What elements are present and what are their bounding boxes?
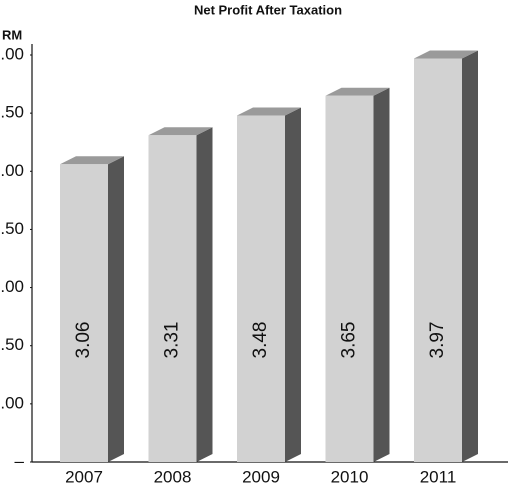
y-tick-label: 2.00 [0,277,24,296]
bar [60,164,108,462]
bar-top [414,50,478,59]
value-label: 3.31 [162,322,183,359]
y-tick-label: 2.50 [0,219,24,238]
x-tick-label: 2010 [331,467,369,486]
bar-side [196,127,213,462]
bar-top [148,127,213,136]
x-tick-label: 2009 [242,467,280,486]
y-tick-label: 1.50 [0,335,24,354]
bar-side [462,50,478,462]
bar [414,58,462,462]
value-label: 3.48 [250,322,271,359]
value-label: 3.97 [427,322,448,359]
value-label: 3.65 [339,322,360,359]
y-tick-label: 3.50 [0,103,24,122]
bar [148,135,197,463]
bar [237,115,285,463]
y-tick-label: 1.00 [0,393,24,412]
y-tick-label: – [15,451,25,470]
bar-top [60,156,124,165]
bar-top [237,107,301,116]
bar [325,95,374,462]
x-tick-label: 2007 [65,467,103,486]
y-tick-label: 4.00 [0,44,24,63]
bar-top [325,87,390,96]
y-axis-label: RM [2,27,22,42]
chart-title: Net Profit After Taxation [194,2,342,17]
x-tick-label: 2008 [154,467,192,486]
y-tick-label: 3.00 [0,161,24,180]
bar-side [285,107,301,463]
bar-side [373,87,390,462]
bar-side [108,156,124,462]
x-tick-label: 2011 [420,467,457,486]
value-label: 3.06 [73,322,94,359]
